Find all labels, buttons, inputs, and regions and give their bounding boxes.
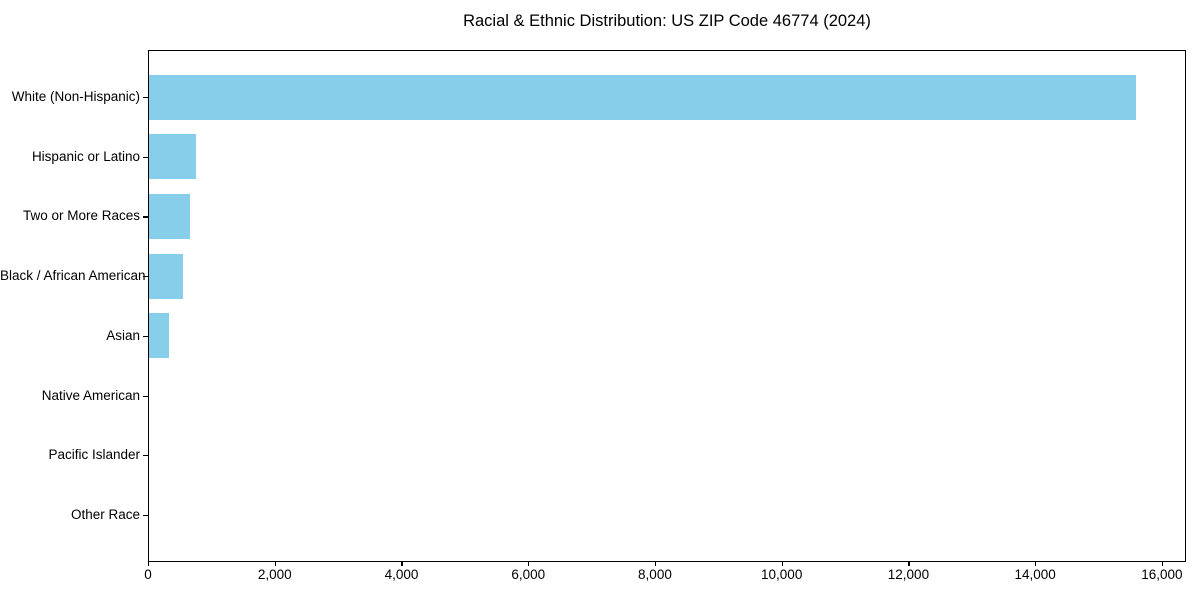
x-axis-label: 8,000: [638, 567, 672, 582]
y-axis-tick: [143, 335, 148, 338]
x-axis-label: 14,000: [1014, 567, 1056, 582]
bar: [149, 253, 184, 299]
y-axis-label: Pacific Islander: [48, 447, 140, 463]
x-axis-label: 0: [144, 567, 152, 582]
bar: [149, 74, 1136, 120]
x-axis-label: 12,000: [887, 567, 930, 582]
x-axis-tick: [1161, 561, 1164, 566]
y-axis-tick: [143, 156, 148, 158]
x-axis-label: 6,000: [511, 567, 546, 582]
x-axis-label: 2,000: [257, 567, 292, 582]
y-axis-tick: [143, 395, 148, 397]
x-axis-tick: [781, 561, 783, 566]
y-axis-label: Black / African American: [0, 268, 146, 284]
plot-area: [148, 50, 1186, 562]
y-axis-label: Other Race: [70, 507, 140, 522]
y-axis-label: Hispanic or Latino: [31, 148, 140, 164]
bar: [149, 313, 170, 359]
y-axis-label: Asian: [106, 327, 140, 343]
y-axis-tick: [143, 276, 148, 278]
y-axis-label: White (Non-Hispanic): [11, 89, 140, 104]
chart-title: Racial & Ethnic Distribution: US ZIP Cod…: [463, 12, 871, 30]
y-axis-tick: [143, 97, 148, 99]
x-axis-tick: [1035, 561, 1037, 566]
bar: [149, 134, 196, 180]
x-axis-label: 4,000: [384, 567, 419, 582]
x-axis-tick: [908, 561, 910, 566]
x-axis-tick: [401, 561, 403, 566]
x-axis-tick: [148, 561, 150, 566]
y-axis-label: Two or More Races: [22, 208, 140, 224]
bar: [149, 193, 191, 239]
x-axis-label: 10,000: [761, 567, 803, 582]
x-axis-tick: [528, 561, 530, 566]
y-axis-tick: [143, 455, 148, 457]
y-axis-tick: [143, 216, 148, 218]
x-axis-label: 16,000: [1141, 567, 1183, 582]
y-axis-tick: [143, 515, 148, 517]
x-axis-tick: [274, 561, 276, 566]
y-axis-label: Native American: [41, 387, 140, 403]
x-axis-tick: [654, 561, 657, 566]
